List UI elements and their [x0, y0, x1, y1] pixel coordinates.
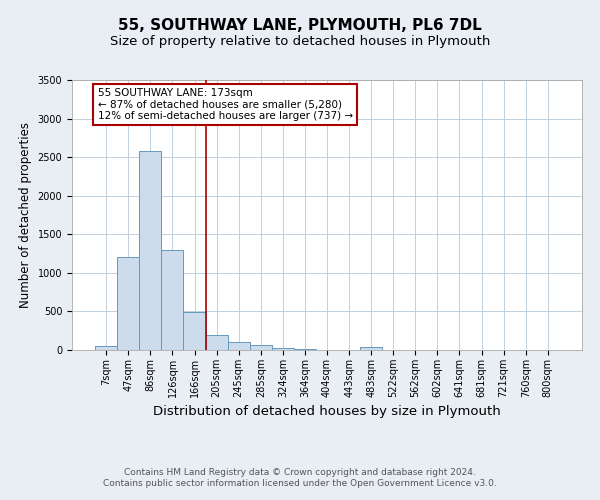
Bar — [294, 349, 316, 350]
Text: 55, SOUTHWAY LANE, PLYMOUTH, PL6 7DL: 55, SOUTHWAY LANE, PLYMOUTH, PL6 7DL — [118, 18, 482, 32]
Bar — [272, 348, 294, 350]
Bar — [360, 347, 382, 350]
Text: Size of property relative to detached houses in Plymouth: Size of property relative to detached ho… — [110, 35, 490, 48]
Bar — [184, 312, 206, 350]
Bar — [139, 151, 161, 350]
Bar — [227, 342, 250, 350]
Bar — [95, 346, 117, 350]
X-axis label: Distribution of detached houses by size in Plymouth: Distribution of detached houses by size … — [153, 406, 501, 418]
Bar — [117, 258, 139, 350]
Y-axis label: Number of detached properties: Number of detached properties — [19, 122, 32, 308]
Text: Contains HM Land Registry data © Crown copyright and database right 2024.
Contai: Contains HM Land Registry data © Crown c… — [103, 468, 497, 487]
Bar — [250, 346, 272, 350]
Bar — [206, 335, 227, 350]
Bar — [161, 250, 184, 350]
Text: 55 SOUTHWAY LANE: 173sqm
← 87% of detached houses are smaller (5,280)
12% of sem: 55 SOUTHWAY LANE: 173sqm ← 87% of detach… — [97, 88, 353, 122]
